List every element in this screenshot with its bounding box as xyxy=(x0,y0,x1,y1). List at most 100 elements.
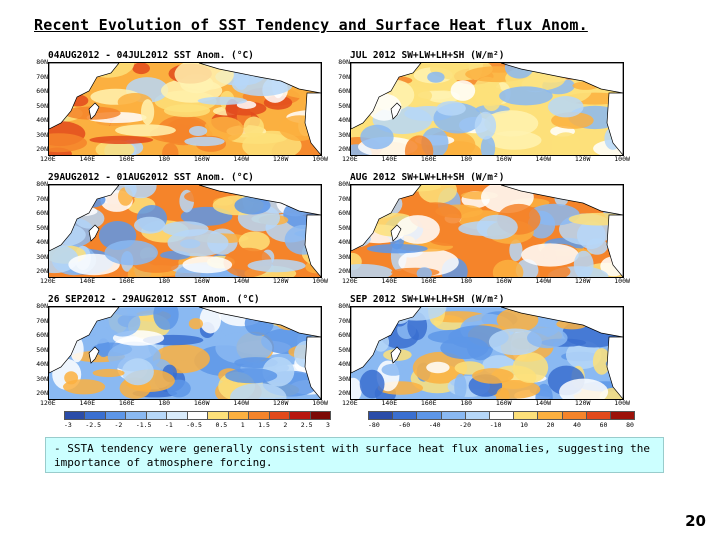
landmass-outline xyxy=(351,307,422,374)
anomaly-map xyxy=(48,306,322,400)
latitude-tick-label: 80N xyxy=(36,58,48,66)
colorbar-swatch xyxy=(368,411,394,420)
latitude-tick-label: 40N xyxy=(36,238,48,246)
latitude-tick-label: 80N xyxy=(338,302,350,310)
latitude-tick-label: 40N xyxy=(338,238,350,246)
longitude-tick-label: 120W xyxy=(574,277,591,285)
longitude-labels: 120E 140E 160E 180 160W 140W 120W 100W xyxy=(40,399,328,409)
colorbar-tick-label: 2 xyxy=(283,421,288,429)
flux-colorbar: -80 -60 -40 -20 -10 10 20 40 60 80 xyxy=(356,411,646,433)
anomaly-blob xyxy=(124,185,157,199)
longitude-tick-label: 160E xyxy=(420,399,437,407)
longitude-tick-label: 140W xyxy=(233,399,250,407)
landmass-outline xyxy=(49,63,120,130)
latitude-tick-label: 60N xyxy=(36,331,48,339)
landmass-outline xyxy=(606,214,623,277)
longitude-tick-label: 120W xyxy=(272,277,289,285)
colorbar-swatch xyxy=(64,411,86,420)
anomaly-blob xyxy=(188,318,203,330)
landmass-outline xyxy=(500,63,623,94)
summary-note: - SSTA tendency were generally consisten… xyxy=(45,437,664,473)
latitude-tick-label: 50N xyxy=(36,345,48,354)
latitude-tick-label: 20N xyxy=(338,389,350,397)
colorbar-tick-label: 20 xyxy=(546,421,555,429)
anomaly-blob xyxy=(174,63,234,91)
anomaly-blob xyxy=(592,348,611,375)
anomaly-blob xyxy=(476,214,518,240)
longitude-tick-label: 120W xyxy=(574,155,591,163)
latitude-tick-label: 40N xyxy=(338,360,350,368)
anomaly-blob xyxy=(89,135,154,144)
anomaly-blob xyxy=(395,215,440,244)
longitude-tick-label: 140W xyxy=(535,155,552,163)
page-number: 20 xyxy=(685,512,706,530)
anomaly-blob xyxy=(225,368,278,384)
colorbar-swatch xyxy=(561,411,587,420)
map-panel: SEP 2012 SW+LW+LH+SH (W/m²) 80N 70N 60N 50N 4… xyxy=(336,294,630,410)
longitude-tick-label: 140E xyxy=(381,155,398,163)
latitude-tick-label: 80N xyxy=(36,302,48,310)
anomaly-blob xyxy=(163,104,211,118)
longitude-tick-label: 140W xyxy=(535,277,552,285)
latitude-tick-label: 60N xyxy=(36,209,48,217)
latitude-tick-label: 70N xyxy=(338,316,350,325)
anomaly-blob xyxy=(134,216,166,234)
map-panel: 29AUG2012 - 01AUG2012 SST Anom. (°C) 80N 7… xyxy=(34,172,328,288)
colorbar-swatch xyxy=(186,411,209,420)
anomaly-blob xyxy=(359,369,385,399)
anomaly-blob xyxy=(559,378,609,399)
anomaly-map xyxy=(350,306,624,400)
colorbar-tick-label: -1 xyxy=(164,421,173,429)
landmass-outline xyxy=(304,214,321,277)
anomaly-blob xyxy=(472,368,514,384)
anomaly-blob xyxy=(104,240,158,266)
anomaly-blob xyxy=(228,132,287,144)
anomaly-blob xyxy=(247,259,306,273)
latitude-labels: 80N 70N 60N 50N 40N 30N 20N xyxy=(28,58,48,154)
latitude-labels: 80N 70N 60N 50N 40N 30N 20N xyxy=(330,180,350,276)
anomaly-blob xyxy=(512,352,549,383)
colorbar-tick-label: -1.5 xyxy=(135,421,152,429)
longitude-tick-label: 140E xyxy=(79,277,96,285)
colorbar-swatch xyxy=(207,411,229,420)
anomaly-blob xyxy=(92,368,125,378)
anomaly-blob xyxy=(528,203,580,226)
anomaly-blob xyxy=(234,196,271,215)
colorbar-swatch xyxy=(289,411,311,420)
colorbar-swatch xyxy=(248,411,270,420)
anomaly-blob xyxy=(426,361,450,374)
longitude-tick-label: 180 xyxy=(158,399,171,407)
latitude-tick-label: 70N xyxy=(338,72,350,81)
landmass-outline xyxy=(198,307,321,338)
anomaly-blob xyxy=(49,133,87,153)
latitude-tick-label: 30N xyxy=(36,374,48,383)
longitude-tick-label: 160E xyxy=(118,277,135,285)
latitude-tick-label: 70N xyxy=(36,72,48,81)
colorbar-tick-label: -10 xyxy=(489,421,502,429)
longitude-tick-label: 100W xyxy=(614,399,630,407)
latitude-tick-label: 20N xyxy=(36,267,48,275)
longitude-tick-label: 160W xyxy=(193,399,210,407)
longitude-tick-label: 140E xyxy=(79,155,96,163)
colorbar-tick-label: -0.5 xyxy=(186,421,202,429)
landmass-outline xyxy=(304,92,321,155)
japan-outline xyxy=(390,102,402,120)
latitude-tick-label: 20N xyxy=(338,267,350,275)
japan-outline xyxy=(390,346,402,364)
anomaly-blob xyxy=(366,244,428,254)
latitude-tick-label: 20N xyxy=(338,145,350,153)
latitude-tick-label: 60N xyxy=(338,331,350,339)
landmass-outline xyxy=(49,307,120,374)
latitude-tick-label: 30N xyxy=(338,252,350,261)
anomaly-blob xyxy=(115,124,176,137)
latitude-labels: 80N 70N 60N 50N 40N 30N 20N xyxy=(28,180,48,276)
japan-outline xyxy=(88,346,100,364)
anomaly-blob xyxy=(484,110,539,137)
anomaly-blob xyxy=(450,80,476,101)
colorbar-swatch xyxy=(166,411,188,420)
landmass-outline xyxy=(351,185,422,252)
anomaly-blob xyxy=(243,116,264,138)
longitude-tick-label: 140W xyxy=(535,399,552,407)
colorbar-swatch xyxy=(84,411,106,420)
colorbar-swatch xyxy=(440,411,466,420)
